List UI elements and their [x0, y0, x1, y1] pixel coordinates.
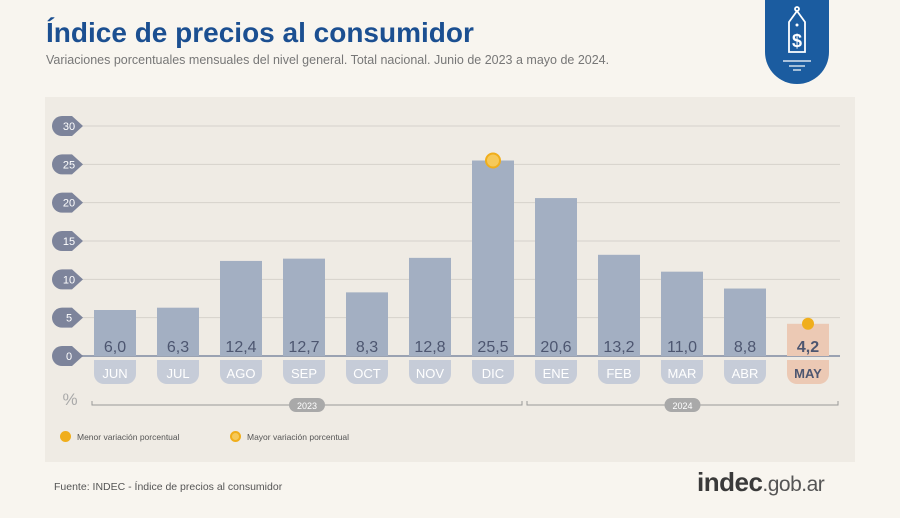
y-tick-bubble: [52, 346, 83, 366]
value-label: 20,6: [540, 339, 571, 356]
month-label: AGO: [227, 366, 256, 381]
y-tick-label: 0: [66, 351, 72, 363]
bar-dic: [472, 160, 514, 356]
y-tick-label: 10: [63, 274, 75, 286]
y-tick-bubble: [52, 116, 83, 136]
value-label: 11,0: [667, 339, 697, 356]
month-pill: [346, 360, 388, 384]
month-pill: [472, 360, 514, 384]
y-tick-bubble: [52, 231, 83, 251]
year-label: 2023: [297, 401, 317, 411]
month-pill: [283, 360, 325, 384]
page-subtitle: Variaciones porcentuales mensuales del n…: [46, 53, 610, 67]
month-label: SEP: [291, 366, 317, 381]
y-tick-label: 25: [63, 159, 75, 171]
min-marker: [802, 317, 814, 330]
indec-logo: indec.gob.ar: [697, 467, 825, 498]
month-label: FEB: [606, 366, 631, 381]
value-label: 12,8: [414, 339, 445, 356]
logo-main: indec: [697, 467, 763, 497]
month-label: JUN: [102, 366, 127, 381]
month-label: MAY: [794, 366, 822, 381]
y-axis-unit: %: [62, 390, 77, 409]
year-pill: [289, 398, 325, 412]
y-tick-label: 5: [66, 313, 72, 325]
value-label: 13,2: [603, 339, 634, 356]
year-label: 2024: [672, 401, 692, 411]
y-tick-label: 30: [63, 121, 75, 133]
value-label: 8,8: [734, 339, 756, 356]
bar-nov: [409, 257, 451, 356]
bar-feb: [598, 254, 640, 356]
month-pill: [787, 360, 829, 384]
value-label: 6,0: [104, 339, 126, 356]
bar-mar: [661, 271, 703, 356]
bar-oct: [346, 292, 388, 356]
svg-text:$: $: [792, 31, 802, 51]
month-pill: [94, 360, 136, 384]
legend-min: Menor variación porcentual: [60, 431, 180, 442]
bar-ene: [535, 198, 577, 356]
page-title: Índice de precios al consumidor: [46, 17, 474, 48]
y-tick-label: 15: [63, 236, 75, 248]
value-label: 25,5: [477, 339, 508, 356]
logo-domain: .gob.ar: [762, 473, 825, 496]
max-marker-icon: [230, 431, 241, 442]
y-tick-bubble: [52, 154, 83, 175]
month-label: NOV: [416, 366, 445, 381]
value-label: 12,7: [288, 339, 319, 356]
month-pill: [598, 360, 640, 384]
month-pill: [409, 360, 451, 384]
min-marker-icon: [60, 431, 71, 442]
bar-sep: [283, 258, 325, 356]
y-tick-bubble: [52, 269, 83, 290]
legend-max: Mayor variación porcentual: [230, 431, 349, 442]
bar-jul: [157, 307, 199, 356]
month-label: ABR: [732, 366, 759, 381]
y-tick-label: 20: [63, 198, 75, 210]
month-pill: [535, 360, 577, 384]
legend-max-label: Mayor variación porcentual: [247, 431, 350, 442]
month-label: MAR: [668, 366, 697, 381]
month-label: JUL: [166, 366, 189, 381]
bar-abr: [724, 288, 766, 356]
bar-jun: [94, 310, 136, 356]
month-label: OCT: [353, 366, 381, 381]
value-label: 6,3: [167, 339, 189, 356]
y-tick-bubble: [52, 307, 83, 328]
price-tag-dollar-icon: $: [765, 0, 829, 84]
year-pill: [664, 398, 701, 412]
max-marker: [485, 152, 501, 169]
month-pill: [661, 360, 703, 384]
value-label: 8,3: [356, 339, 378, 356]
y-tick-bubble: [52, 192, 83, 213]
month-pill: [220, 360, 262, 384]
month-label: ENE: [543, 366, 570, 381]
bar-ago: [220, 260, 262, 356]
month-label: DIC: [482, 366, 504, 381]
source-note: Fuente: INDEC - Índice de precios al con…: [54, 481, 283, 493]
value-label: 12,4: [225, 339, 256, 356]
month-pill: [157, 360, 199, 384]
value-label: 4,2: [797, 339, 819, 356]
legend-min-label: Menor variación porcentual: [77, 431, 180, 442]
month-pill: [724, 360, 766, 384]
